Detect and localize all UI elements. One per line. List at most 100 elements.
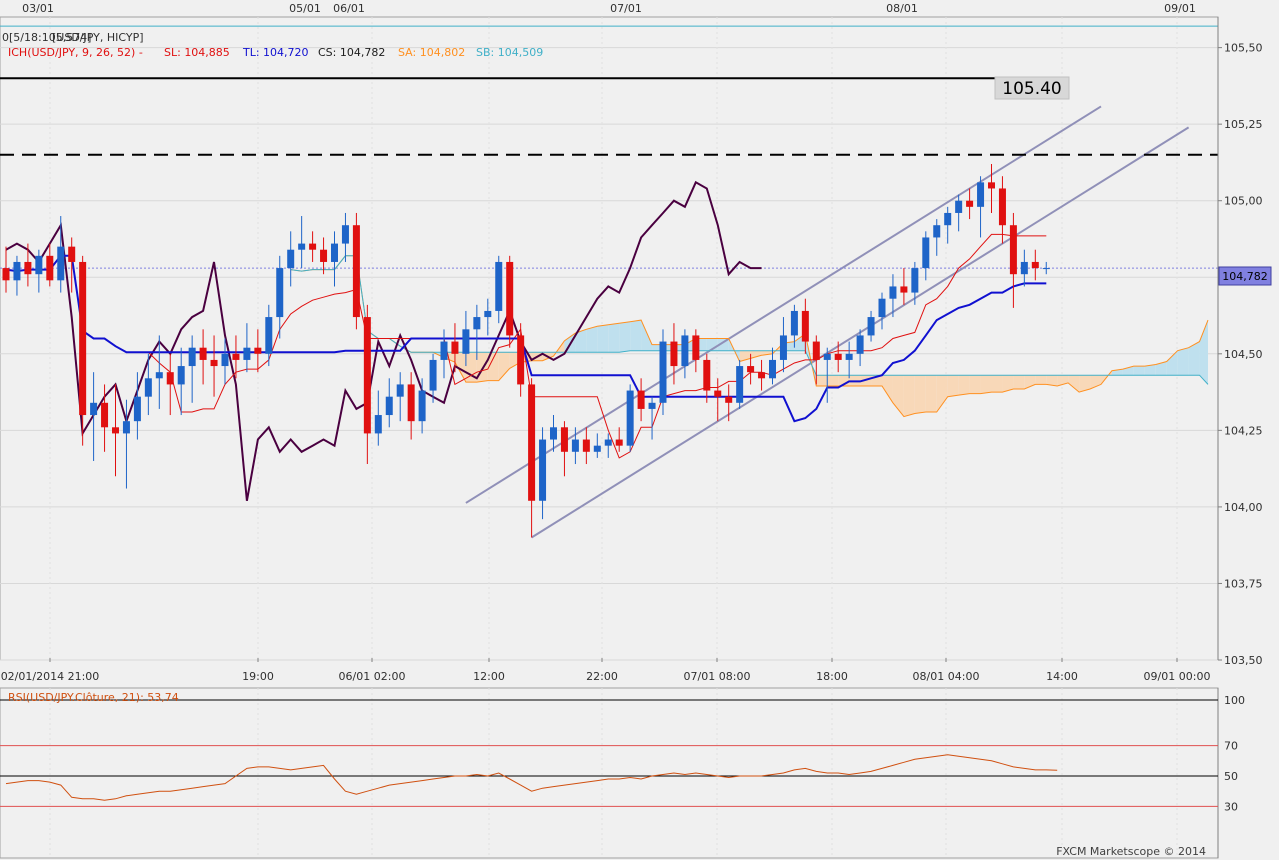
candle-body	[90, 402, 98, 416]
ichimoku-cloud-segment	[1013, 375, 1025, 390]
candle-body	[933, 225, 941, 238]
candle-body	[648, 402, 656, 409]
ichimoku-cloud-segment	[980, 375, 992, 394]
candle-body	[122, 421, 130, 434]
candle-body	[736, 366, 744, 403]
candle-body	[911, 268, 919, 293]
legend-sl: SL: 104,885	[164, 46, 230, 59]
ichimoku-cloud-segment	[487, 352, 499, 381]
top-time-mark-label: 06/01	[333, 2, 365, 15]
candle-body	[418, 390, 426, 422]
candle-body	[440, 341, 448, 360]
candle-body	[779, 335, 787, 360]
tenkan-sen-line	[5, 233, 1047, 459]
candle-body	[46, 255, 54, 281]
time-tick-label: 09/01 00:00	[1144, 670, 1211, 683]
candle-body	[626, 390, 634, 446]
ichimoku-cloud-segment	[1079, 375, 1091, 393]
candle-body	[309, 243, 317, 250]
price-tick-label: 103,50	[1224, 654, 1263, 667]
symbol-label: 0[5/18:105,574]	[2, 31, 91, 44]
ichimoku-cloud-segment	[969, 375, 981, 394]
price-tick-label: 103,75	[1224, 577, 1263, 590]
copyright: FXCM Marketscope © 2014	[1056, 845, 1206, 858]
ichimoku-cloud-segment	[1133, 366, 1145, 376]
time-tick-label: 19:00	[242, 670, 274, 683]
time-tick-label: 07/01 08:00	[684, 670, 751, 683]
top-time-mark-label: 09/01	[1164, 2, 1196, 15]
candle-body	[637, 390, 645, 409]
candle-body	[550, 427, 557, 440]
price-axis: 105,50105,25105,00104,75104,50104,25104,…	[1217, 17, 1263, 667]
candle-body	[144, 378, 152, 397]
ichimoku-cloud-segment	[892, 375, 904, 417]
level-label-text: 105.40	[1002, 79, 1061, 99]
current-price-tag: 104,782	[1218, 266, 1272, 286]
candle-body	[57, 246, 65, 281]
top-time-mark-label: 05/01	[289, 2, 321, 15]
candle-body	[265, 317, 273, 354]
candle-body	[747, 366, 755, 373]
symbol-overlay: [USD/JPY, HICYP]	[52, 31, 144, 44]
candle-body	[539, 439, 547, 501]
level-label-105-40: 105.40	[994, 76, 1070, 100]
legend-sb: SB: 104,509	[476, 46, 543, 59]
candle-body	[977, 182, 985, 207]
ichimoku-cloud-segment	[936, 375, 948, 412]
candle-body	[155, 372, 163, 379]
ichimoku-cloud-segment	[914, 375, 926, 414]
candle-body	[177, 366, 185, 385]
candle-body	[341, 225, 349, 244]
candle-body	[385, 396, 393, 416]
candle-body	[243, 347, 251, 360]
time-tick-label: 22:00	[586, 670, 618, 683]
candle-body	[374, 415, 382, 434]
ichimoku-cloud-segment	[1068, 375, 1080, 393]
ichimoku-cloud-segment	[827, 375, 839, 386]
candle-body	[922, 237, 930, 269]
ichimoku-cloud-segment	[1122, 366, 1134, 376]
ichimoku-legend: ICH(USD/JPY, 9, 26, 52) - SL: 104,885 TL…	[8, 46, 543, 59]
candle-body	[692, 335, 700, 360]
price-tick-label: 104,25	[1224, 424, 1263, 437]
time-tick-label: 14:00	[1046, 670, 1078, 683]
candle-body	[495, 261, 503, 311]
rsi-tick-label: 100	[1224, 694, 1245, 707]
candle-body	[298, 243, 306, 250]
candle-body	[68, 246, 76, 262]
ichimoku-cloud-segment	[1177, 347, 1189, 376]
ichimoku-cloud-segment	[454, 352, 466, 383]
ichimoku-cloud-segment	[586, 326, 598, 353]
price-panel	[0, 16, 1219, 661]
candle-body	[254, 347, 262, 354]
legend-tl: TL: 104,720	[242, 46, 309, 59]
candle-body	[35, 255, 43, 275]
candle-body	[703, 359, 711, 391]
ichimoku-cloud-segment	[575, 329, 587, 353]
top-time-mark-label: 08/01	[886, 2, 918, 15]
ichimoku-cloud-segment	[761, 350, 773, 356]
candle-body	[966, 200, 974, 207]
candle-body	[13, 261, 21, 281]
ichimoku-cloud-segment	[630, 320, 642, 351]
time-tick-label: 12:00	[473, 670, 505, 683]
candle-body	[166, 372, 174, 385]
trend-channel-upper	[465, 105, 1102, 504]
candle-body	[528, 384, 536, 501]
candle-body	[1042, 268, 1050, 270]
rsi-tick-label: 30	[1224, 800, 1238, 813]
candle-body	[856, 335, 864, 354]
time-tick-label: 02/01/2014 21:00	[1, 670, 100, 683]
candle-body	[878, 298, 886, 318]
price-tick-label: 105,25	[1224, 118, 1263, 131]
candle-body	[1009, 225, 1017, 275]
candle-body	[834, 353, 842, 360]
candle-body	[407, 384, 415, 422]
candle-body	[473, 317, 481, 330]
candle-body	[1020, 261, 1028, 275]
candle-body	[210, 359, 218, 367]
candle-body	[484, 310, 492, 318]
candle-body	[331, 243, 338, 262]
candle-body	[758, 372, 766, 379]
